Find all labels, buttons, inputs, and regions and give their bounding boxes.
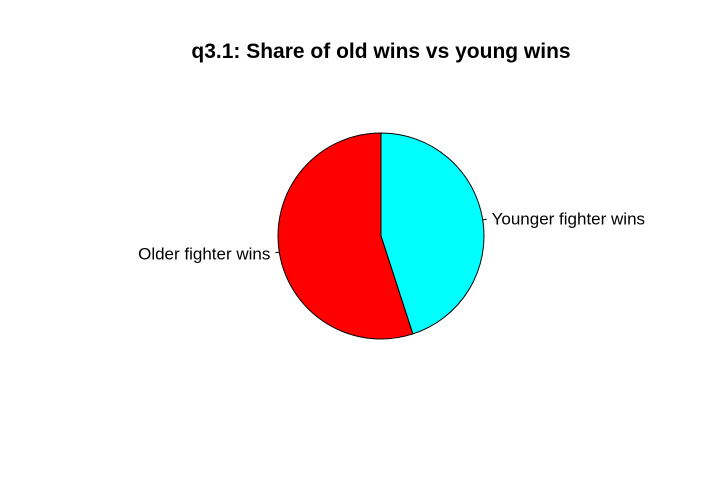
chart-title: q3.1: Share of old wins vs young wins <box>191 40 570 63</box>
pie-slice-older-fighter-wins <box>277 132 414 340</box>
pie-slice-younger-fighter-wins <box>380 132 485 335</box>
pie-slices <box>277 132 485 340</box>
pie-label-tick <box>482 218 487 221</box>
pie-label-tick <box>275 251 280 254</box>
pie-slice-label: Older fighter wins <box>138 245 270 264</box>
pie-labels: Younger fighter wins Older fighter wins <box>138 209 645 263</box>
pie-slice-label: Younger fighter wins <box>492 209 645 228</box>
